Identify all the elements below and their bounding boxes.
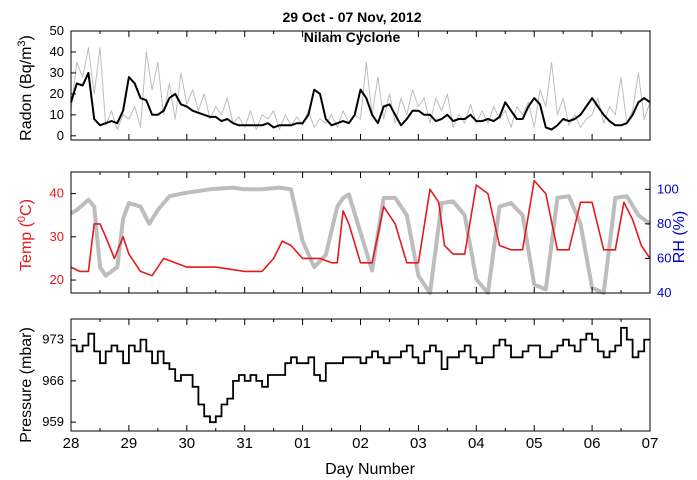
- temp-y-tick-label: 20: [50, 272, 64, 287]
- x-tick-label: 02: [352, 435, 369, 452]
- plot-frame: [70, 30, 651, 141]
- chart-title: 29 Oct - 07 Nov, 2012: [282, 9, 421, 25]
- rh-y-axis-label: RH (%): [671, 211, 688, 263]
- radon-y-axis-label: Radon (Bq/m3): [16, 35, 35, 141]
- x-tick-label: 30: [178, 435, 195, 452]
- radon-y-tick-label: 10: [50, 107, 64, 122]
- x-tick-label: 31: [236, 435, 253, 452]
- pressure-y-tick-label: 966: [42, 373, 64, 388]
- temp-y-tick-label: 40: [50, 186, 64, 201]
- radon-y-tick-label: 30: [50, 65, 64, 80]
- chart-subtitle: Nilam Cyclone: [304, 29, 401, 45]
- x-tick-label: 29: [121, 435, 138, 452]
- x-tick-label: 28: [63, 435, 80, 452]
- radon-y-tick-label: 50: [50, 23, 64, 38]
- radon-raw-line: [70, 47, 651, 130]
- pressure-y-tick-label: 973: [42, 332, 64, 347]
- radon-smoothed-line: [70, 71, 651, 131]
- pressure-y-axis-label: Pressure (mbar): [18, 327, 35, 443]
- temp-line: [70, 179, 651, 277]
- pressure-panel: 28 29 30 31 01 02 03 04 05 06 07 959 966 973: [42, 318, 659, 452]
- x-tick-label: 05: [526, 435, 543, 452]
- x-tick-label: 06: [584, 435, 601, 452]
- rh-y-tick-label: 100: [657, 181, 679, 196]
- pressure-y-tick-label: 959: [42, 414, 64, 429]
- temp-y-tick-label: 30: [50, 229, 64, 244]
- x-tick-label: 07: [642, 435, 659, 452]
- temp-y-axis-label: Temp (0C): [16, 199, 35, 271]
- rh-y-tick-label: 80: [657, 216, 671, 231]
- rh-line: [69, 185, 652, 295]
- rh-y-tick-label: 60: [657, 250, 671, 265]
- plot-frame: [70, 318, 651, 432]
- radon-y-tick-label: 40: [50, 44, 64, 59]
- pressure-line: [71, 326, 650, 424]
- x-tick-label: 01: [294, 435, 311, 452]
- radon-panel: 0 10 20 30 40 50: [50, 23, 651, 143]
- rh-y-tick-label: 40: [657, 285, 671, 300]
- x-tick-label: 04: [468, 435, 485, 452]
- x-tick-label: 03: [410, 435, 427, 452]
- radon-y-tick-label: 0: [57, 128, 64, 143]
- temp-rh-panel: 20 30 40 40 60 80 100: [50, 171, 679, 300]
- x-axis-label: Day Number: [325, 461, 415, 478]
- radon-y-tick-label: 20: [50, 86, 64, 101]
